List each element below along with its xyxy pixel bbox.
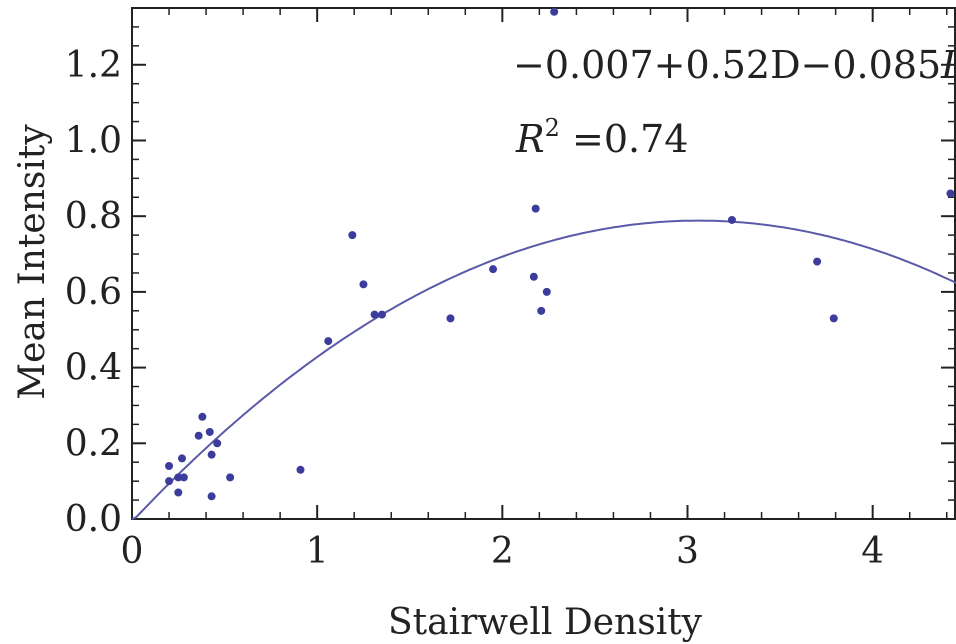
data-point (165, 477, 174, 486)
y-tick-labels: 0.0 0.2 0.4 0.6 0.8 1.0 1.2 (65, 45, 122, 540)
data-point (531, 204, 540, 213)
data-point (348, 231, 357, 240)
y-tick-label: 0.8 (65, 196, 122, 237)
data-point (529, 272, 538, 281)
data-point (377, 310, 386, 319)
data-point (829, 314, 838, 323)
data-point (370, 310, 379, 319)
axis-ticks (131, 8, 955, 520)
data-point (550, 7, 559, 16)
x-tick-label: 2 (491, 531, 514, 572)
data-point (359, 280, 368, 289)
x-tick-label: 1 (306, 531, 329, 572)
data-point (946, 189, 955, 198)
data-point (207, 450, 216, 459)
data-point (179, 473, 188, 482)
data-points (165, 7, 955, 501)
data-point (296, 465, 305, 474)
data-point (174, 488, 183, 497)
data-point (324, 337, 333, 346)
y-axis-title: Mean Intensity (12, 124, 53, 400)
data-point (727, 215, 736, 224)
data-point (174, 473, 183, 482)
y-tick-label: 0.4 (65, 348, 122, 389)
fit-curve (131, 219, 956, 520)
y-tick-label: 1.2 (65, 45, 122, 86)
x-tick-label: 0 (121, 531, 144, 572)
y-tick-label: 0.6 (65, 272, 122, 313)
data-point (813, 257, 822, 266)
data-point (177, 454, 186, 463)
data-point (489, 265, 498, 274)
data-point (194, 431, 203, 440)
equation-annotation: −0.007+0.52D−0.085D2 (513, 40, 956, 87)
data-point (165, 462, 174, 471)
x-tick-label: 4 (861, 531, 884, 572)
data-point (446, 314, 455, 323)
y-tick-label: 0.2 (65, 423, 122, 464)
plot-border (131, 7, 956, 520)
data-point (537, 306, 546, 315)
data-point (542, 287, 551, 296)
y-tick-label: 1.0 (65, 120, 122, 161)
r-squared-annotation: R2 =0.74 (515, 114, 688, 161)
data-point (205, 427, 214, 436)
data-point (213, 439, 222, 448)
data-point (207, 492, 216, 501)
y-tick-label: 0.0 (65, 499, 122, 540)
x-axis-title: Stairwell Density (388, 602, 703, 643)
x-tick-label: 3 (676, 531, 699, 572)
x-tick-labels: 0 1 2 3 4 (121, 531, 885, 572)
data-point (198, 412, 207, 421)
data-point (226, 473, 235, 482)
plot-frame (131, 7, 956, 520)
